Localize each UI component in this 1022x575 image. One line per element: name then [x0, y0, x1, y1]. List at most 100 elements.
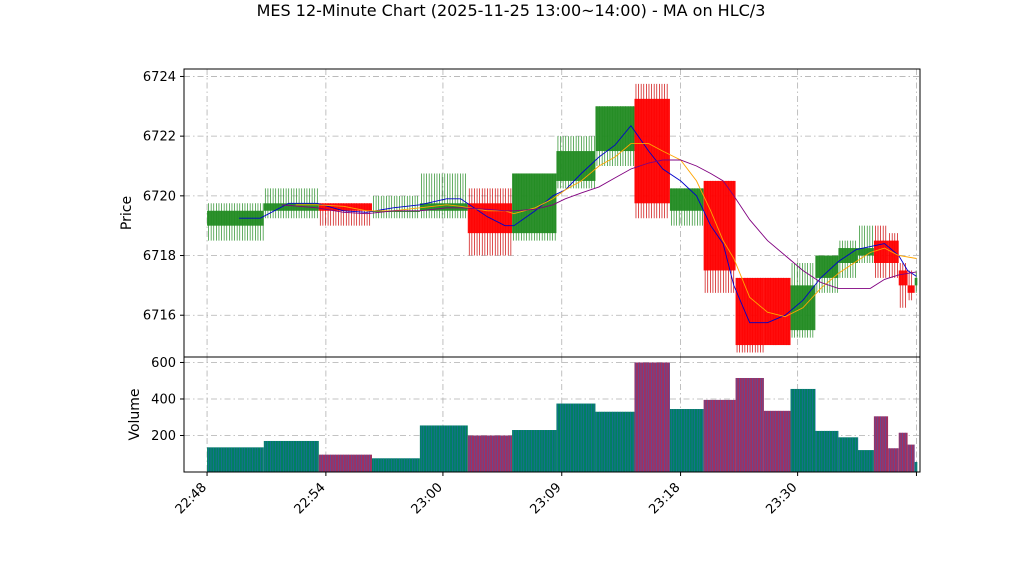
volume-bar-stripes [557, 403, 595, 472]
volume-bar [790, 388, 816, 472]
candle-body [512, 173, 557, 234]
volume-bar-stripes [889, 448, 898, 472]
candle-body [419, 203, 468, 211]
candle-body [898, 270, 908, 286]
volume-bar [467, 435, 513, 472]
candle-body [888, 240, 899, 263]
volume-bar [318, 454, 372, 472]
candle [888, 233, 899, 278]
volume-tick-label: 200 [151, 429, 176, 444]
x-tick-label: 23:00 [409, 480, 446, 517]
volume-bar [735, 377, 764, 472]
candle-body [907, 285, 915, 293]
volume-bar-fill [888, 448, 899, 472]
candle-body [634, 98, 670, 204]
volume-bar [556, 403, 596, 472]
price-candles [207, 83, 918, 353]
volume-bar-stripes [513, 430, 556, 472]
candle-body [735, 277, 764, 346]
price-tick-label: 6720 [143, 189, 176, 204]
volume-bar-fill [873, 416, 889, 472]
x-tick-label: 22:48 [173, 480, 210, 517]
volume-bar [907, 444, 915, 472]
candle-body [815, 255, 839, 278]
ma-lines [239, 124, 917, 324]
volume-frame [183, 356, 921, 473]
volume-bar-stripes [791, 388, 816, 472]
volume-bar [371, 458, 420, 472]
volume-bar-stripes [816, 430, 838, 472]
candle [907, 270, 915, 301]
price-axis-label: Price [119, 196, 135, 230]
candle [914, 270, 918, 293]
candle [898, 262, 908, 308]
price-tick-label: 6718 [143, 249, 176, 264]
volume-tick-label: 600 [151, 356, 176, 371]
ma-line [239, 124, 917, 324]
candle [467, 188, 513, 256]
volume-bar-stripes [468, 435, 511, 472]
candle [857, 225, 874, 263]
price-tick-label: 6716 [143, 309, 176, 324]
volume-bar-fill [857, 450, 874, 472]
chart-title: MES 12-Minute Chart (2025-11-25 13:00~14… [257, 1, 766, 20]
volume-bar [763, 410, 791, 472]
volume-bar [838, 437, 859, 472]
volume-bar [703, 399, 736, 472]
volume-bar [888, 448, 899, 472]
volume-bar-fill [838, 437, 858, 472]
volume-bar-stripes [874, 416, 886, 472]
x-tick-label: 23:09 [527, 480, 564, 517]
volume-bar-fill [371, 458, 420, 472]
volume-bar [263, 440, 319, 472]
volume-bar-stripes [372, 458, 418, 472]
volume-bar [419, 425, 468, 472]
volume-bar [512, 430, 557, 472]
candle-body [914, 277, 918, 286]
volume-bar [595, 411, 635, 472]
candle-wick [373, 195, 419, 219]
volume-bar-fill [898, 432, 908, 472]
volume-bar-fill [907, 444, 915, 472]
candle [703, 180, 736, 293]
price-tick-label: 6722 [143, 130, 176, 145]
candle [371, 195, 420, 219]
volume-bar-stripes [670, 409, 703, 472]
candle [669, 188, 704, 226]
volume-bar-stripes [839, 437, 859, 472]
volume-bar-fill [207, 447, 264, 472]
candle [634, 83, 670, 219]
candle [735, 277, 764, 353]
volume-bar-stripes [704, 399, 734, 472]
candle-body [263, 203, 319, 211]
volume-bar [634, 362, 670, 472]
volume-bar [873, 416, 889, 472]
volume-bar [857, 450, 874, 472]
price-y-ticks: 6716 6718 6720 6722 6724 [143, 70, 184, 324]
candle-body [371, 210, 420, 212]
candle-body [669, 188, 704, 211]
volume-bars [207, 362, 918, 472]
volume-bar-stripes [635, 362, 670, 472]
volume-bar-stripes [764, 410, 789, 472]
candle-body [857, 248, 874, 256]
x-axis-ticks: 22:48 22:54 23:00 23:09 23:18 23:30 [173, 472, 917, 517]
candle [207, 203, 264, 241]
volume-panel: 200 400 600 Volume [127, 356, 921, 473]
ma-line [281, 159, 917, 289]
candle-wick [859, 225, 873, 263]
volume-bar-fill [634, 362, 670, 472]
candle [763, 277, 791, 346]
price-tick-label: 6724 [143, 70, 176, 85]
volume-axis-label: Volume [127, 388, 143, 440]
candle [556, 136, 596, 189]
volume-y-ticks: 200 400 600 [151, 356, 184, 444]
x-tick-label: 23:30 [763, 480, 800, 517]
candle [873, 225, 889, 278]
candle-body [703, 180, 736, 271]
x-tick-label: 23:18 [646, 480, 683, 517]
candle-body [873, 240, 889, 263]
volume-bar-stripes [420, 425, 466, 472]
volume-bar [898, 432, 908, 472]
